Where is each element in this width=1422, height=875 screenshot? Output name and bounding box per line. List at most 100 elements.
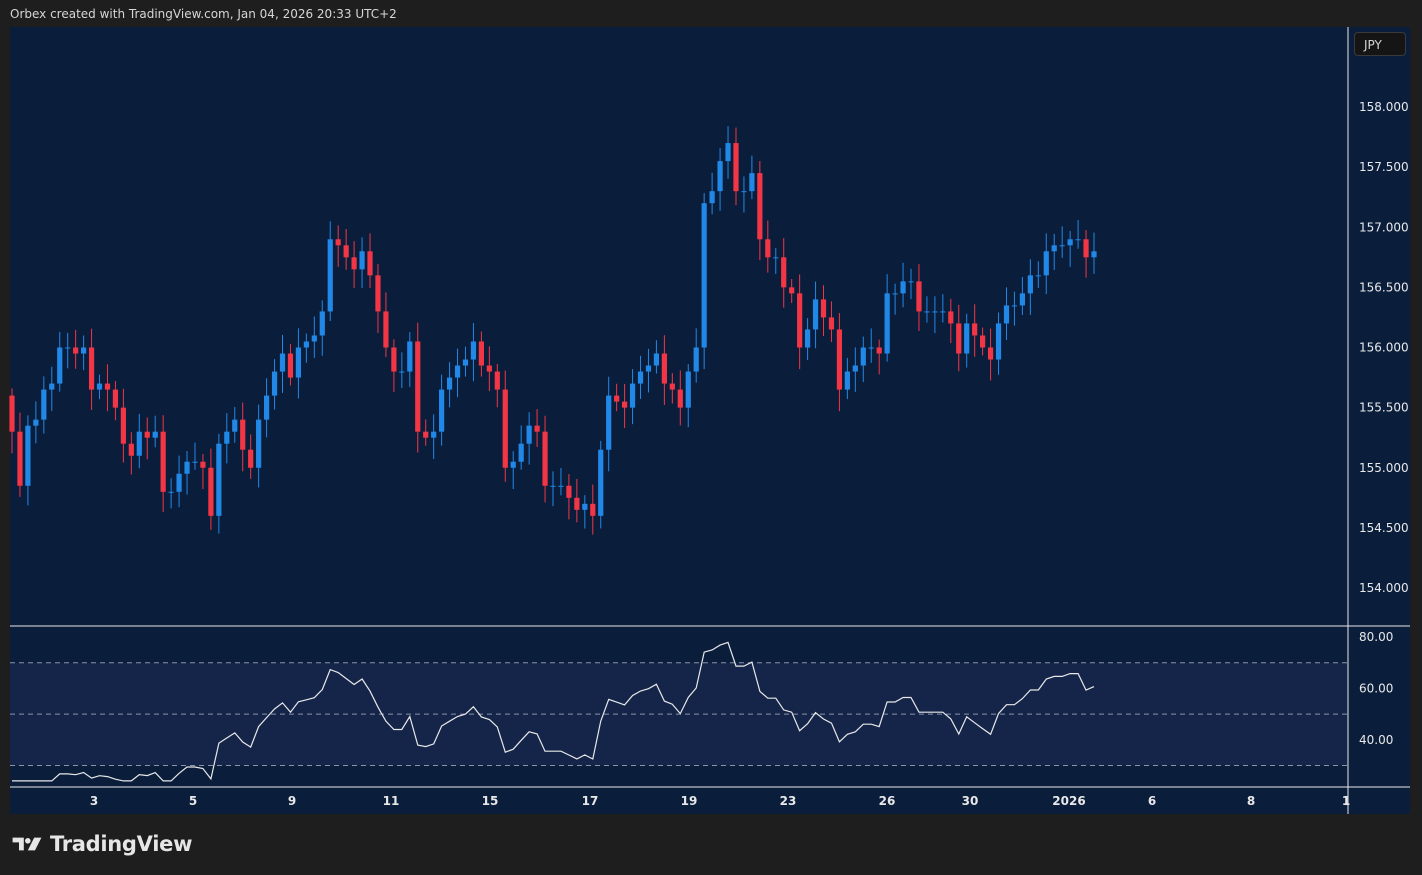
candle-body bbox=[956, 323, 962, 354]
candle-body bbox=[677, 389, 683, 408]
candle-body bbox=[1035, 275, 1041, 277]
candle-body bbox=[383, 311, 389, 348]
candle-body bbox=[431, 431, 437, 438]
candle-body bbox=[765, 239, 771, 258]
candle-body bbox=[104, 383, 111, 390]
candle-body bbox=[908, 281, 914, 283]
candle-body bbox=[335, 239, 341, 246]
candle-body bbox=[407, 341, 413, 372]
candle-body bbox=[120, 407, 126, 444]
tradingview-logo-icon bbox=[12, 837, 42, 851]
candle-body bbox=[725, 143, 731, 162]
candle-body bbox=[1083, 239, 1089, 258]
candle-body bbox=[486, 365, 492, 372]
candle-body bbox=[375, 275, 381, 312]
price-tick-label: 154.000 bbox=[1359, 581, 1409, 595]
candle-body bbox=[709, 191, 715, 204]
time-tick-label: 26 bbox=[879, 794, 896, 808]
candle-body bbox=[637, 371, 644, 384]
time-tick-label: 5 bbox=[189, 794, 197, 808]
price-tick-label: 155.000 bbox=[1359, 461, 1409, 475]
candle-body bbox=[1011, 305, 1018, 307]
candle-body bbox=[884, 293, 890, 354]
candle-body bbox=[391, 347, 397, 372]
tradingview-logo: TradingView bbox=[12, 832, 192, 856]
candle-body bbox=[462, 359, 469, 366]
candle-body bbox=[932, 311, 938, 313]
candle-body bbox=[57, 347, 63, 384]
candle-body bbox=[41, 389, 47, 420]
candle-body bbox=[502, 389, 508, 468]
candle-body bbox=[112, 389, 119, 408]
candle-body bbox=[844, 371, 850, 390]
candle-body bbox=[49, 383, 55, 390]
price-tick-label: 156.000 bbox=[1359, 341, 1409, 355]
candle-body bbox=[685, 371, 691, 408]
time-tick-label: 6 bbox=[1148, 794, 1156, 808]
candle-body bbox=[820, 299, 827, 318]
candle-body bbox=[518, 443, 524, 462]
candle-body bbox=[423, 431, 429, 438]
time-tick-label: 2026 bbox=[1052, 794, 1085, 808]
candle-body bbox=[590, 503, 596, 516]
candle-body bbox=[717, 161, 723, 192]
candle-body bbox=[614, 395, 620, 402]
candle-body bbox=[25, 425, 31, 486]
time-tick-label: 23 bbox=[780, 794, 797, 808]
time-tick-label: 17 bbox=[582, 794, 599, 808]
candle-body bbox=[558, 485, 564, 487]
candle-body bbox=[645, 365, 652, 372]
candle-body bbox=[860, 347, 866, 366]
candle-body bbox=[248, 449, 254, 468]
candle-body bbox=[804, 329, 811, 348]
candle-body bbox=[73, 347, 79, 354]
candle-body bbox=[454, 365, 461, 378]
time-tick-label: 15 bbox=[482, 794, 499, 808]
candle-body bbox=[1027, 275, 1033, 294]
candle-body bbox=[287, 353, 294, 378]
candle-body bbox=[470, 341, 477, 360]
candle-body bbox=[367, 251, 373, 276]
candle-body bbox=[550, 485, 556, 487]
candle-body bbox=[303, 341, 309, 348]
candle-body bbox=[439, 389, 445, 432]
candle-body bbox=[900, 281, 906, 294]
price-tick-label: 157.500 bbox=[1359, 160, 1409, 174]
candle-body bbox=[81, 347, 87, 354]
candle-body bbox=[940, 311, 946, 313]
candle-body bbox=[1051, 245, 1057, 252]
candle-body bbox=[17, 431, 23, 486]
candle-body bbox=[279, 353, 286, 372]
rsi-tick-label: 60.00 bbox=[1359, 681, 1393, 695]
candle-body bbox=[65, 347, 71, 349]
candle-body bbox=[216, 443, 222, 516]
candle-body bbox=[629, 383, 636, 408]
candle-body bbox=[160, 431, 166, 492]
candle-body bbox=[415, 341, 421, 432]
time-tick-label: 11 bbox=[383, 794, 400, 808]
candle-body bbox=[200, 461, 206, 468]
candle-body bbox=[1019, 293, 1025, 306]
candle-body bbox=[494, 371, 500, 390]
currency-button[interactable]: JPY bbox=[1354, 32, 1406, 56]
candle-body bbox=[582, 503, 588, 510]
candle-body bbox=[1075, 239, 1081, 241]
candle-body bbox=[240, 419, 246, 450]
rsi-tick-label: 80.00 bbox=[1359, 630, 1393, 644]
candle-body bbox=[184, 461, 190, 474]
time-tick-label: 30 bbox=[962, 794, 979, 808]
candle-body bbox=[9, 395, 15, 432]
candle-body bbox=[812, 299, 819, 330]
candle-body bbox=[256, 419, 262, 468]
candle-body bbox=[446, 377, 453, 390]
candle-body bbox=[757, 173, 763, 240]
time-tick-label: 1 bbox=[1342, 794, 1350, 808]
candle-body bbox=[797, 293, 803, 348]
candle-body bbox=[964, 323, 970, 354]
candle-body bbox=[128, 443, 134, 456]
candle-body bbox=[144, 431, 150, 438]
rsi-tick-label: 40.00 bbox=[1359, 733, 1393, 747]
candle-body bbox=[606, 395, 612, 450]
candle-body bbox=[598, 449, 604, 516]
